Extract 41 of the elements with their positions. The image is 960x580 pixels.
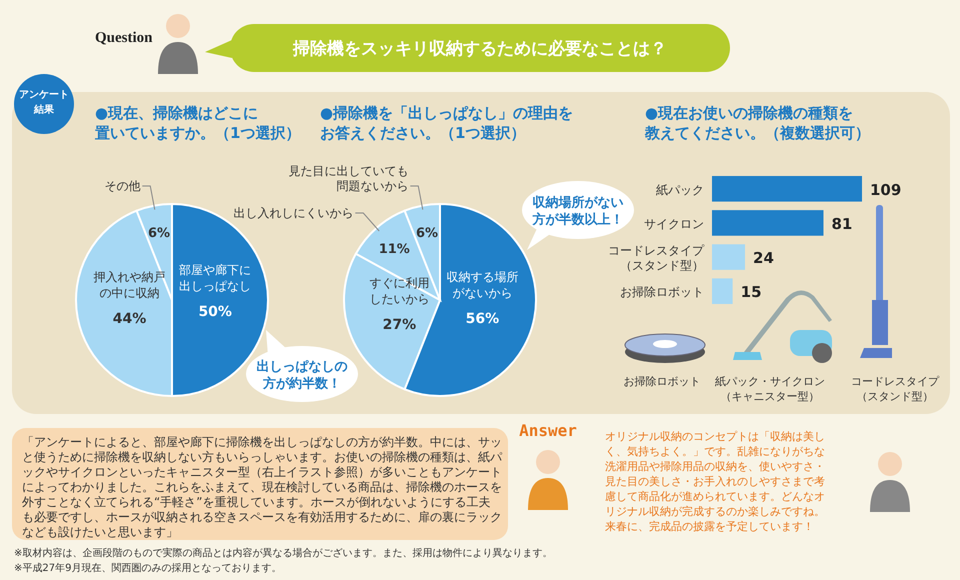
- data-label: 24: [753, 249, 774, 268]
- y-tick-label: 紙パック: [656, 182, 704, 197]
- text: 紙パック・サイクロン（キャニスター型）: [715, 375, 825, 403]
- data-label: 11%: [378, 242, 410, 258]
- bar: [712, 244, 746, 270]
- text: 掃除機をスッキリ収納するために必要なことは？: [292, 39, 667, 59]
- text: Question: [95, 30, 154, 46]
- bar: [712, 176, 862, 202]
- data-label: 6%: [416, 226, 438, 242]
- text: ※取材内容は、企画段階のもので実際の商品とは内容が異なる場合がございます。また、採用は物件により異なります。: [14, 547, 552, 559]
- bar: [712, 278, 733, 304]
- y-tick-label: お掃除ロボット: [620, 285, 704, 300]
- text: オリジナル収納のコンセプトは「収納は美しく、気持ちよく。」です。乱雑になりがちな洗濯用品や掃除用品の収納を、使いやすさ・見た目の美しさ・お手入れのしやすさまで考慮して商品化が進められています。どんなオリジナル収納が完成するのか楽しみですね。来春に、完成品の披露を予定しています！: [605, 430, 825, 533]
- text: 「アンケートによると、部屋や廊下に掃除機を出しっぱなしの方が約半数。中には、サッと使うために掃除機を収納しない方もいらっしゃいます。お使いの掃除機の種類は、紙パックやサイクロンといったキャニスター型（右上イラスト参照）が多いこともアンケートによってわかりました。これらをふまえて、現在検討している商品は、掃除機のホースを外すことなく立てられる“手軽さ”を重視しています。ホースが倒れないようにする工夫も必要ですし、ホースが収納される空きスペースを有効活用するために、扉の裏にラックなども設けたいと思います」: [22, 435, 503, 539]
- data-label: 81: [831, 214, 852, 233]
- text: Answer: [519, 421, 577, 440]
- slice-label: 押入れや納戸の中に収納: [94, 270, 166, 300]
- text: アンケート結果: [19, 90, 69, 116]
- text: コードレスタイプ（スタンド型）: [851, 375, 940, 403]
- data-label: 27%: [382, 317, 416, 334]
- slice-label: 収納する場所がないから: [446, 270, 518, 300]
- y-tick-label: サイクロン: [644, 216, 704, 231]
- data-label: 109: [870, 180, 902, 199]
- chart-title: ●現在、掃除機はどこに置いていますか。（1つ選択）: [94, 104, 300, 142]
- y-tick-label: コードレスタイプ（スタンド型）: [608, 244, 705, 273]
- text: 出しっぱなしの方が約半数！: [256, 360, 348, 392]
- slice-label: すぐに利用したいから: [369, 276, 430, 306]
- data-label: 44%: [112, 311, 146, 328]
- data-label: 6%: [148, 226, 170, 242]
- slice-label: 見た目に出していても問題ないから: [288, 164, 408, 194]
- data-label: 50%: [198, 304, 232, 320]
- slice-label: 出し入れしにくいから: [233, 206, 354, 220]
- slice-label: 部屋や廊下に出しっぱなし: [179, 263, 252, 293]
- text: 収納場所がない方が半数以上！: [532, 194, 624, 228]
- slice-label: その他: [104, 179, 140, 194]
- chart-title: ●掃除機を「出しっぱなし」の理由をお答えください。（1つ選択）: [320, 104, 574, 142]
- data-label: 15: [740, 283, 762, 302]
- bar: [712, 210, 824, 236]
- chart-title: ●現在お使いの掃除機の種類を教えてください。（複数選択可）: [644, 104, 870, 142]
- text: ※平成27年9月現在、関西圏のみの採用となっております。: [14, 562, 282, 574]
- data-label: 56%: [466, 311, 500, 328]
